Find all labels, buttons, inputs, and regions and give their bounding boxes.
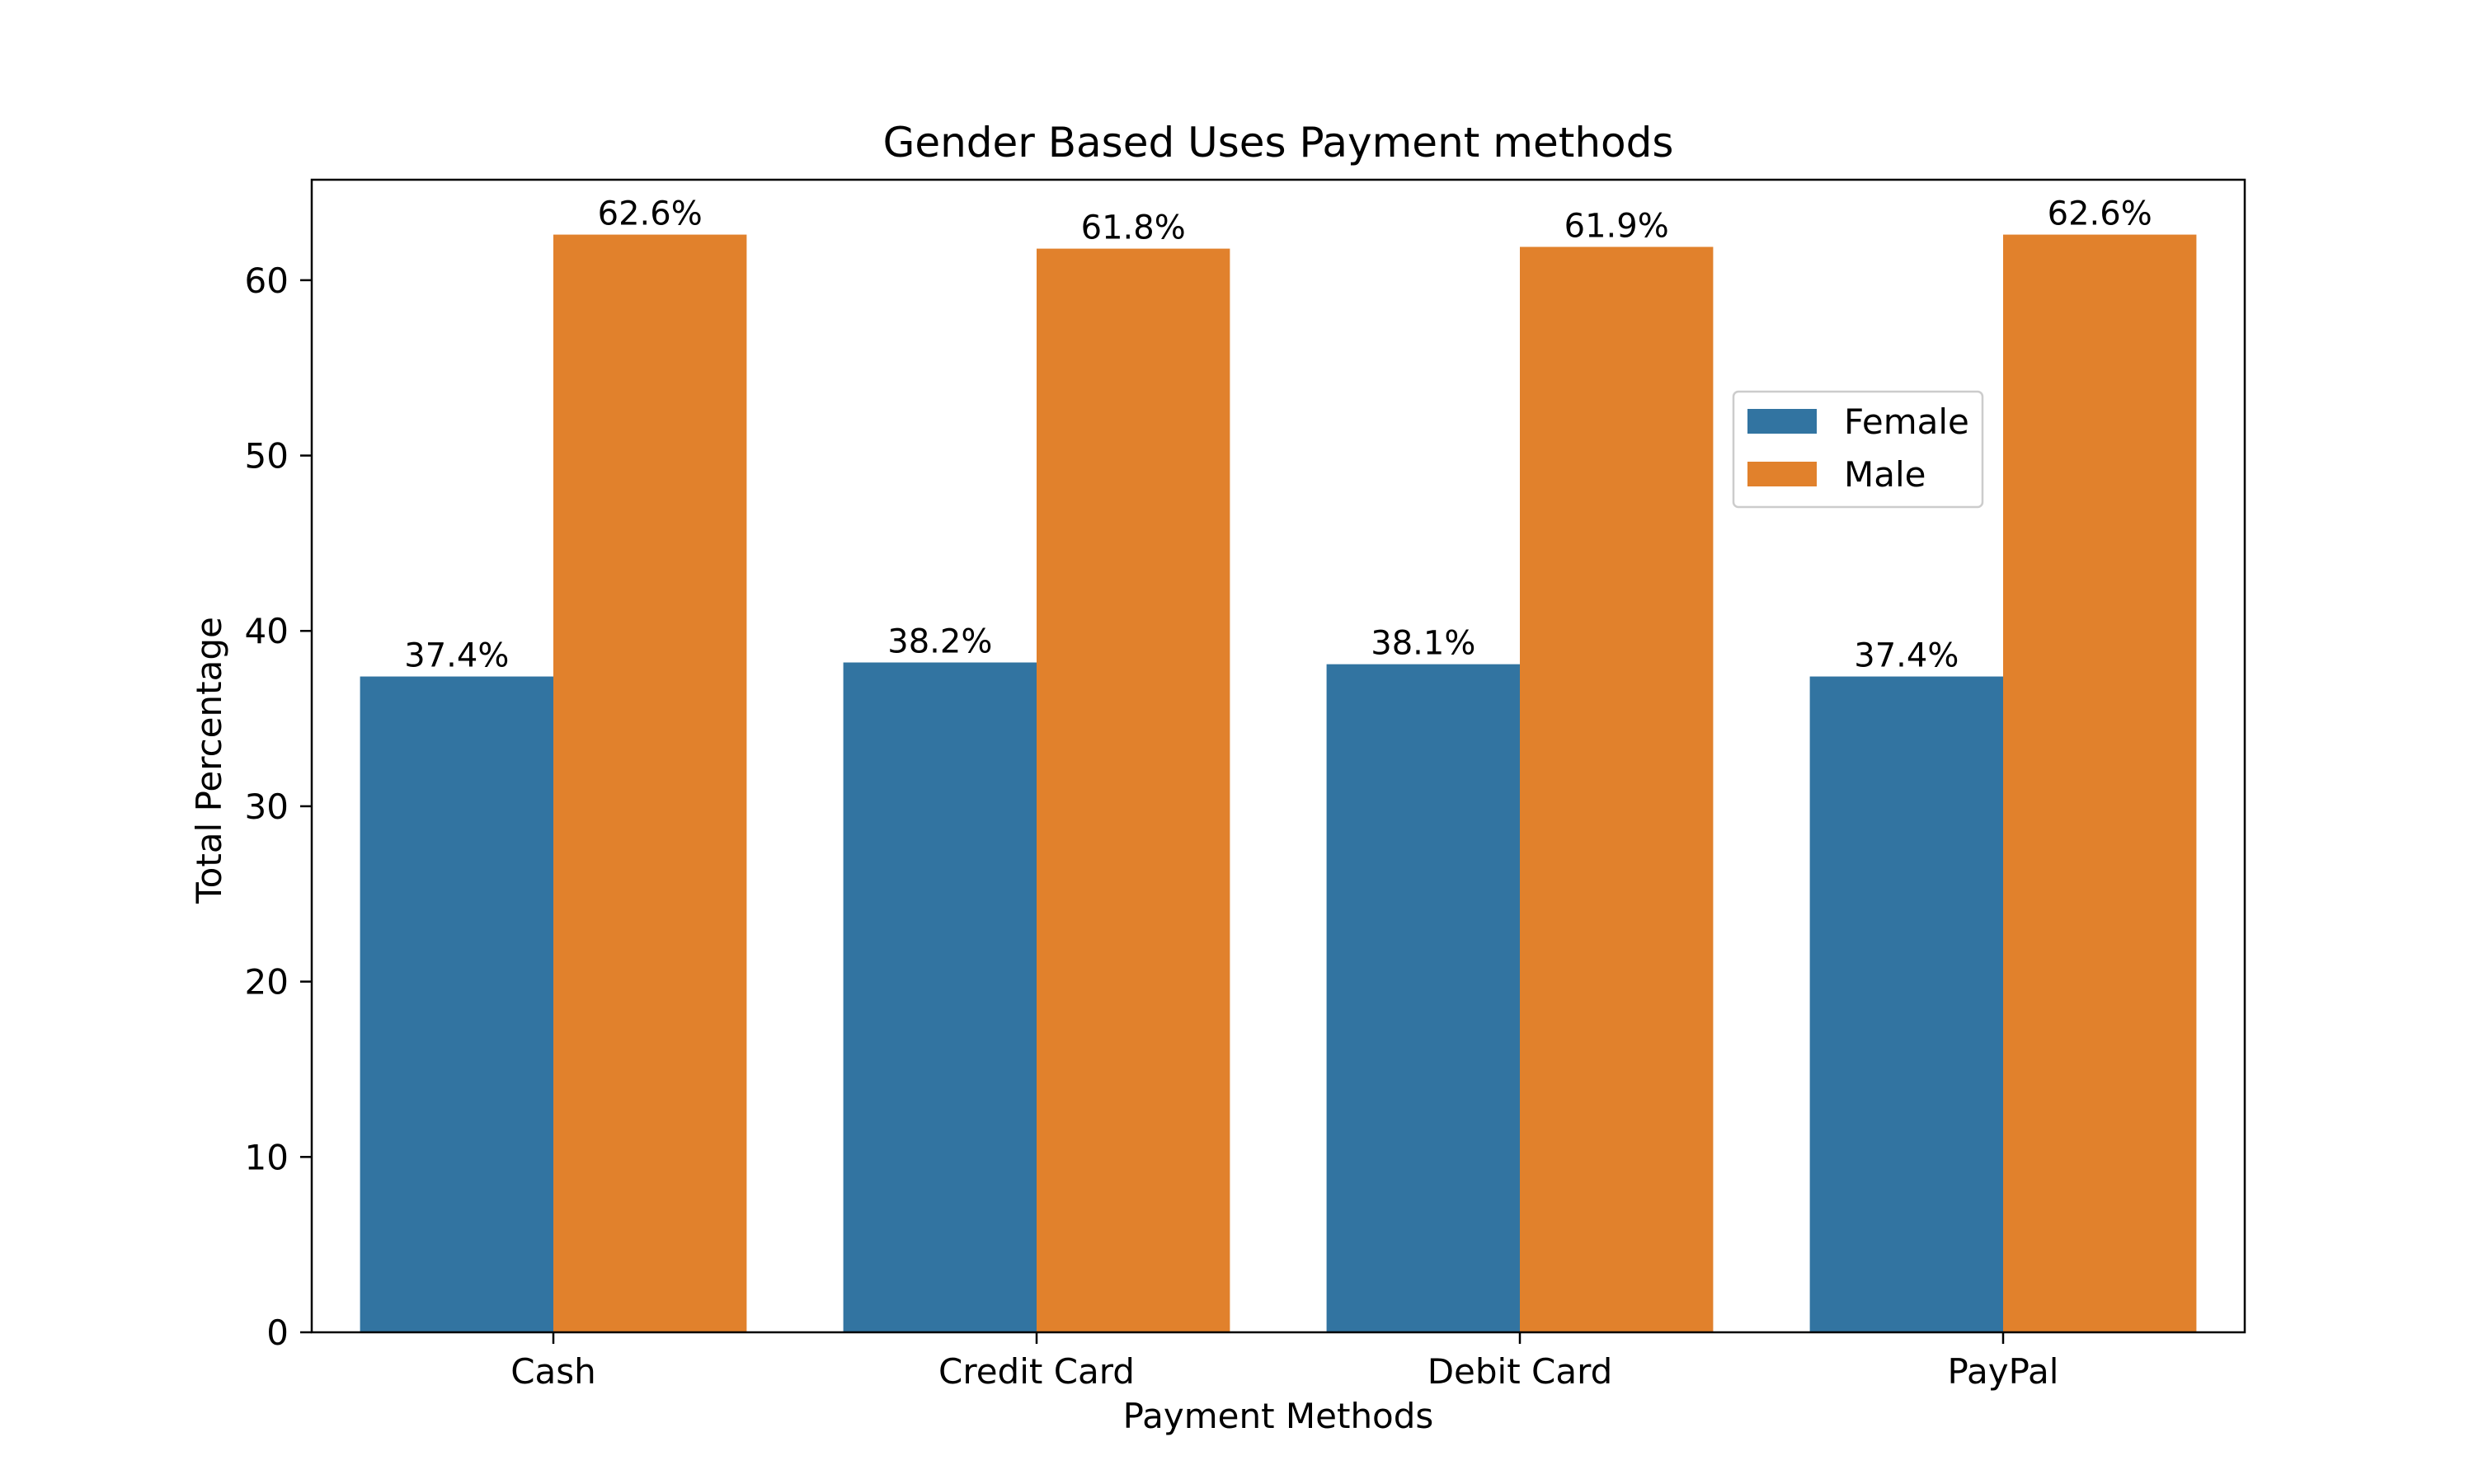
- legend-swatch-female: [1747, 409, 1817, 434]
- x-tick-label: Debit Card: [1427, 1351, 1613, 1392]
- x-tick-label: PayPal: [1948, 1351, 2059, 1392]
- x-tick-label: Cash: [510, 1351, 596, 1392]
- data-label-male-paypal: 62.6%: [2048, 195, 2152, 233]
- data-label-female-paypal: 37.4%: [1854, 637, 1959, 675]
- chart-title: Gender Based Uses Payment methods: [883, 119, 1674, 167]
- y-tick-label: 20: [245, 962, 289, 1003]
- data-labels-layer: 37.4% 62.6% 38.2% 61.8% 38.1% 61.9% 37.4% 62.6%: [404, 195, 2152, 675]
- bar-female-cash: [360, 676, 553, 1332]
- legend-label-male: Male: [1844, 454, 1926, 495]
- bar-female-credit-card: [843, 662, 1037, 1332]
- x-axis-title: Payment Methods: [1123, 1396, 1434, 1436]
- data-label-male-cash: 62.6%: [598, 195, 703, 233]
- x-tick-label: Credit Card: [938, 1351, 1135, 1392]
- legend-swatch-male: [1747, 462, 1817, 486]
- bar-female-debit-card: [1326, 664, 1520, 1332]
- data-label-female-cash: 37.4%: [404, 637, 509, 675]
- data-label-female-credit-card: 38.2%: [887, 623, 992, 661]
- bar-female-paypal: [1809, 676, 2003, 1332]
- bar-male-credit-card: [1037, 248, 1230, 1333]
- data-label-female-debit-card: 38.1%: [1371, 625, 1475, 663]
- y-tick-label: 40: [245, 611, 289, 651]
- data-label-male-credit-card: 61.8%: [1081, 209, 1186, 247]
- y-tick-label: 0: [266, 1313, 289, 1353]
- axes-layer: Cash Credit Card Debit Card PayPal 0 10 20 30 40…: [245, 178, 2246, 1392]
- bars-layer: [360, 234, 2197, 1333]
- plot-frame: [310, 178, 2246, 1334]
- y-tick-label: 50: [245, 436, 289, 477]
- y-tick-label: 30: [245, 787, 289, 827]
- y-axis-title: Total Percentage: [189, 617, 229, 904]
- data-label-male-debit-card: 61.9%: [1564, 207, 1669, 245]
- bar-male-debit-card: [1520, 247, 1714, 1332]
- legend-label-female: Female: [1844, 402, 1969, 442]
- legend: Female Male: [1732, 390, 1984, 509]
- bar-male-paypal: [2003, 234, 2197, 1333]
- y-tick-label: 10: [245, 1137, 289, 1177]
- y-tick-label: 60: [245, 261, 289, 301]
- bar-male-cash: [553, 234, 747, 1333]
